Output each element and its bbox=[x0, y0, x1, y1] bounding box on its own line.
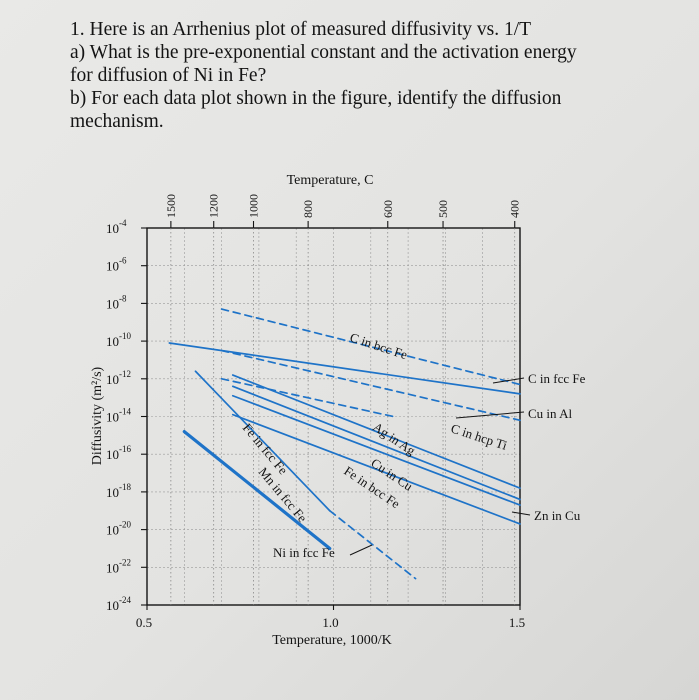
series-line bbox=[220, 349, 521, 422]
x-tick-label: 0.5 bbox=[136, 615, 152, 630]
top-tick-label: 800 bbox=[301, 200, 315, 218]
series-label: Zn in Cu bbox=[534, 508, 581, 523]
series-label: C in fcc Fe bbox=[528, 371, 586, 386]
annotation-leader bbox=[511, 511, 531, 516]
series-line bbox=[194, 370, 331, 512]
top-tick-label: 1000 bbox=[247, 194, 261, 218]
series-line bbox=[182, 429, 332, 551]
y-tick-label: 10-22 bbox=[106, 557, 131, 575]
y-tick-label: 10-8 bbox=[106, 293, 127, 311]
x-tick-label: 1.5 bbox=[509, 615, 525, 630]
x-axis-label: Temperature, 1000/K bbox=[272, 633, 392, 648]
question-text: 1. Here is an Arrhenius plot of measured… bbox=[70, 18, 690, 133]
y-tick-label: 10-20 bbox=[106, 520, 131, 538]
y-tick-label: 10-16 bbox=[106, 444, 131, 462]
chart-grid bbox=[147, 227, 520, 606]
series-label: C in bcc Fe bbox=[348, 330, 410, 363]
series-label: Ag in Ag bbox=[370, 419, 418, 458]
top-axis-label: Temperature, C bbox=[287, 173, 374, 188]
top-tick-label: 1500 bbox=[164, 194, 178, 218]
question-line-1: 1. Here is an Arrhenius plot of measured… bbox=[70, 19, 532, 40]
series-line bbox=[220, 377, 395, 418]
series-line bbox=[328, 509, 417, 580]
y-tick-label: 10-18 bbox=[106, 482, 131, 500]
y-axis-label: Diffusivity (m²/s) bbox=[90, 366, 105, 465]
annotation-leader bbox=[455, 411, 525, 419]
y-tick-label: 10-4 bbox=[106, 218, 127, 236]
y-axis-ticks: 10-4 10-6 10-8 10-10 10-12 10-14 10-16 10-18 10-… bbox=[106, 218, 147, 613]
series-line bbox=[220, 308, 521, 386]
annotation-leader bbox=[492, 377, 525, 384]
question-line-3: for diffusion of Ni in Fe? bbox=[70, 65, 267, 86]
series-line bbox=[231, 385, 521, 501]
y-tick-label: 10-14 bbox=[106, 407, 131, 425]
series-label: Ni in fcc Fe bbox=[273, 545, 335, 560]
question-line-4: b) For each data plot shown in the figur… bbox=[70, 88, 562, 109]
top-tick-label: 600 bbox=[381, 200, 395, 218]
top-axis-ticks: 1500 1200 1000 800 600 500 400 bbox=[164, 194, 522, 605]
data-series bbox=[168, 308, 521, 580]
y-tick-label: 10-12 bbox=[106, 369, 131, 387]
series-line bbox=[231, 374, 521, 489]
annotation-leader bbox=[349, 544, 373, 556]
top-tick-label: 500 bbox=[436, 200, 450, 218]
y-tick-label: 10-24 bbox=[106, 595, 131, 613]
x-axis-ticks: 0.5 1.0 1.5 bbox=[136, 605, 525, 630]
series-annotations: C in bcc Fe C in fcc Fe Cu in Al C in hcp T… bbox=[240, 330, 586, 560]
question-line-5: mechanism. bbox=[70, 111, 164, 132]
x-tick-label: 1.0 bbox=[322, 615, 338, 630]
series-line bbox=[231, 413, 521, 525]
y-tick-label: 10-6 bbox=[106, 256, 127, 274]
y-tick-label: 10-10 bbox=[106, 331, 131, 349]
series-label: C in hcp Ti bbox=[449, 421, 509, 453]
top-tick-label: 1200 bbox=[207, 194, 221, 218]
series-line bbox=[231, 394, 521, 506]
top-tick-label: 400 bbox=[508, 200, 522, 218]
series-label: Cu in Al bbox=[528, 406, 572, 421]
question-line-2: a) What is the pre-exponential constant … bbox=[70, 42, 577, 63]
